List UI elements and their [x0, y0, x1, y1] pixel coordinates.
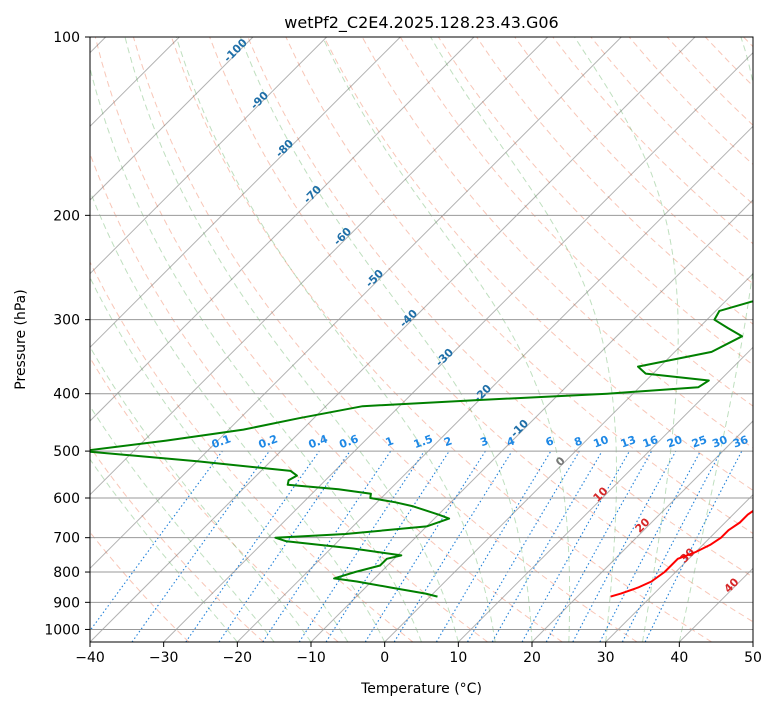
y-tick-label: 600 — [53, 491, 80, 507]
x-tick-label: −40 — [75, 650, 105, 666]
x-tick-label: 0 — [380, 650, 389, 666]
x-tick-label: 10 — [449, 650, 467, 666]
x-tick-label: −20 — [223, 650, 253, 666]
x-tick-label: 50 — [744, 650, 762, 666]
y-tick-label: 100 — [53, 30, 80, 46]
y-tick-label: 500 — [53, 444, 80, 460]
plot-area — [90, 37, 753, 642]
y-tick-label: 1000 — [44, 622, 80, 638]
x-tick-label: −30 — [149, 650, 179, 666]
x-tick-label: 40 — [670, 650, 688, 666]
y-tick-label: 900 — [53, 595, 80, 611]
x-tick-label: 20 — [523, 650, 541, 666]
x-axis-label: Temperature (°C) — [360, 681, 482, 697]
y-tick-label: 300 — [53, 313, 80, 329]
y-tick-label: 400 — [53, 387, 80, 403]
x-tick-label: 30 — [597, 650, 615, 666]
chart-title: wetPf2_C2E4.2025.128.23.43.G06 — [284, 13, 558, 33]
y-tick-label: 200 — [53, 208, 80, 224]
y-tick-label: 800 — [53, 565, 80, 581]
x-tick-label: −10 — [296, 650, 326, 666]
y-axis-label: Pressure (hPa) — [13, 289, 29, 389]
y-tick-label: 700 — [53, 531, 80, 547]
